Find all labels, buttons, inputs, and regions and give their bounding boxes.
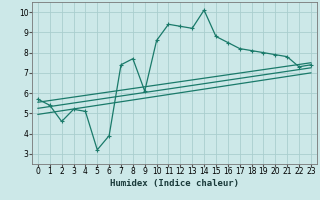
X-axis label: Humidex (Indice chaleur): Humidex (Indice chaleur)	[110, 179, 239, 188]
